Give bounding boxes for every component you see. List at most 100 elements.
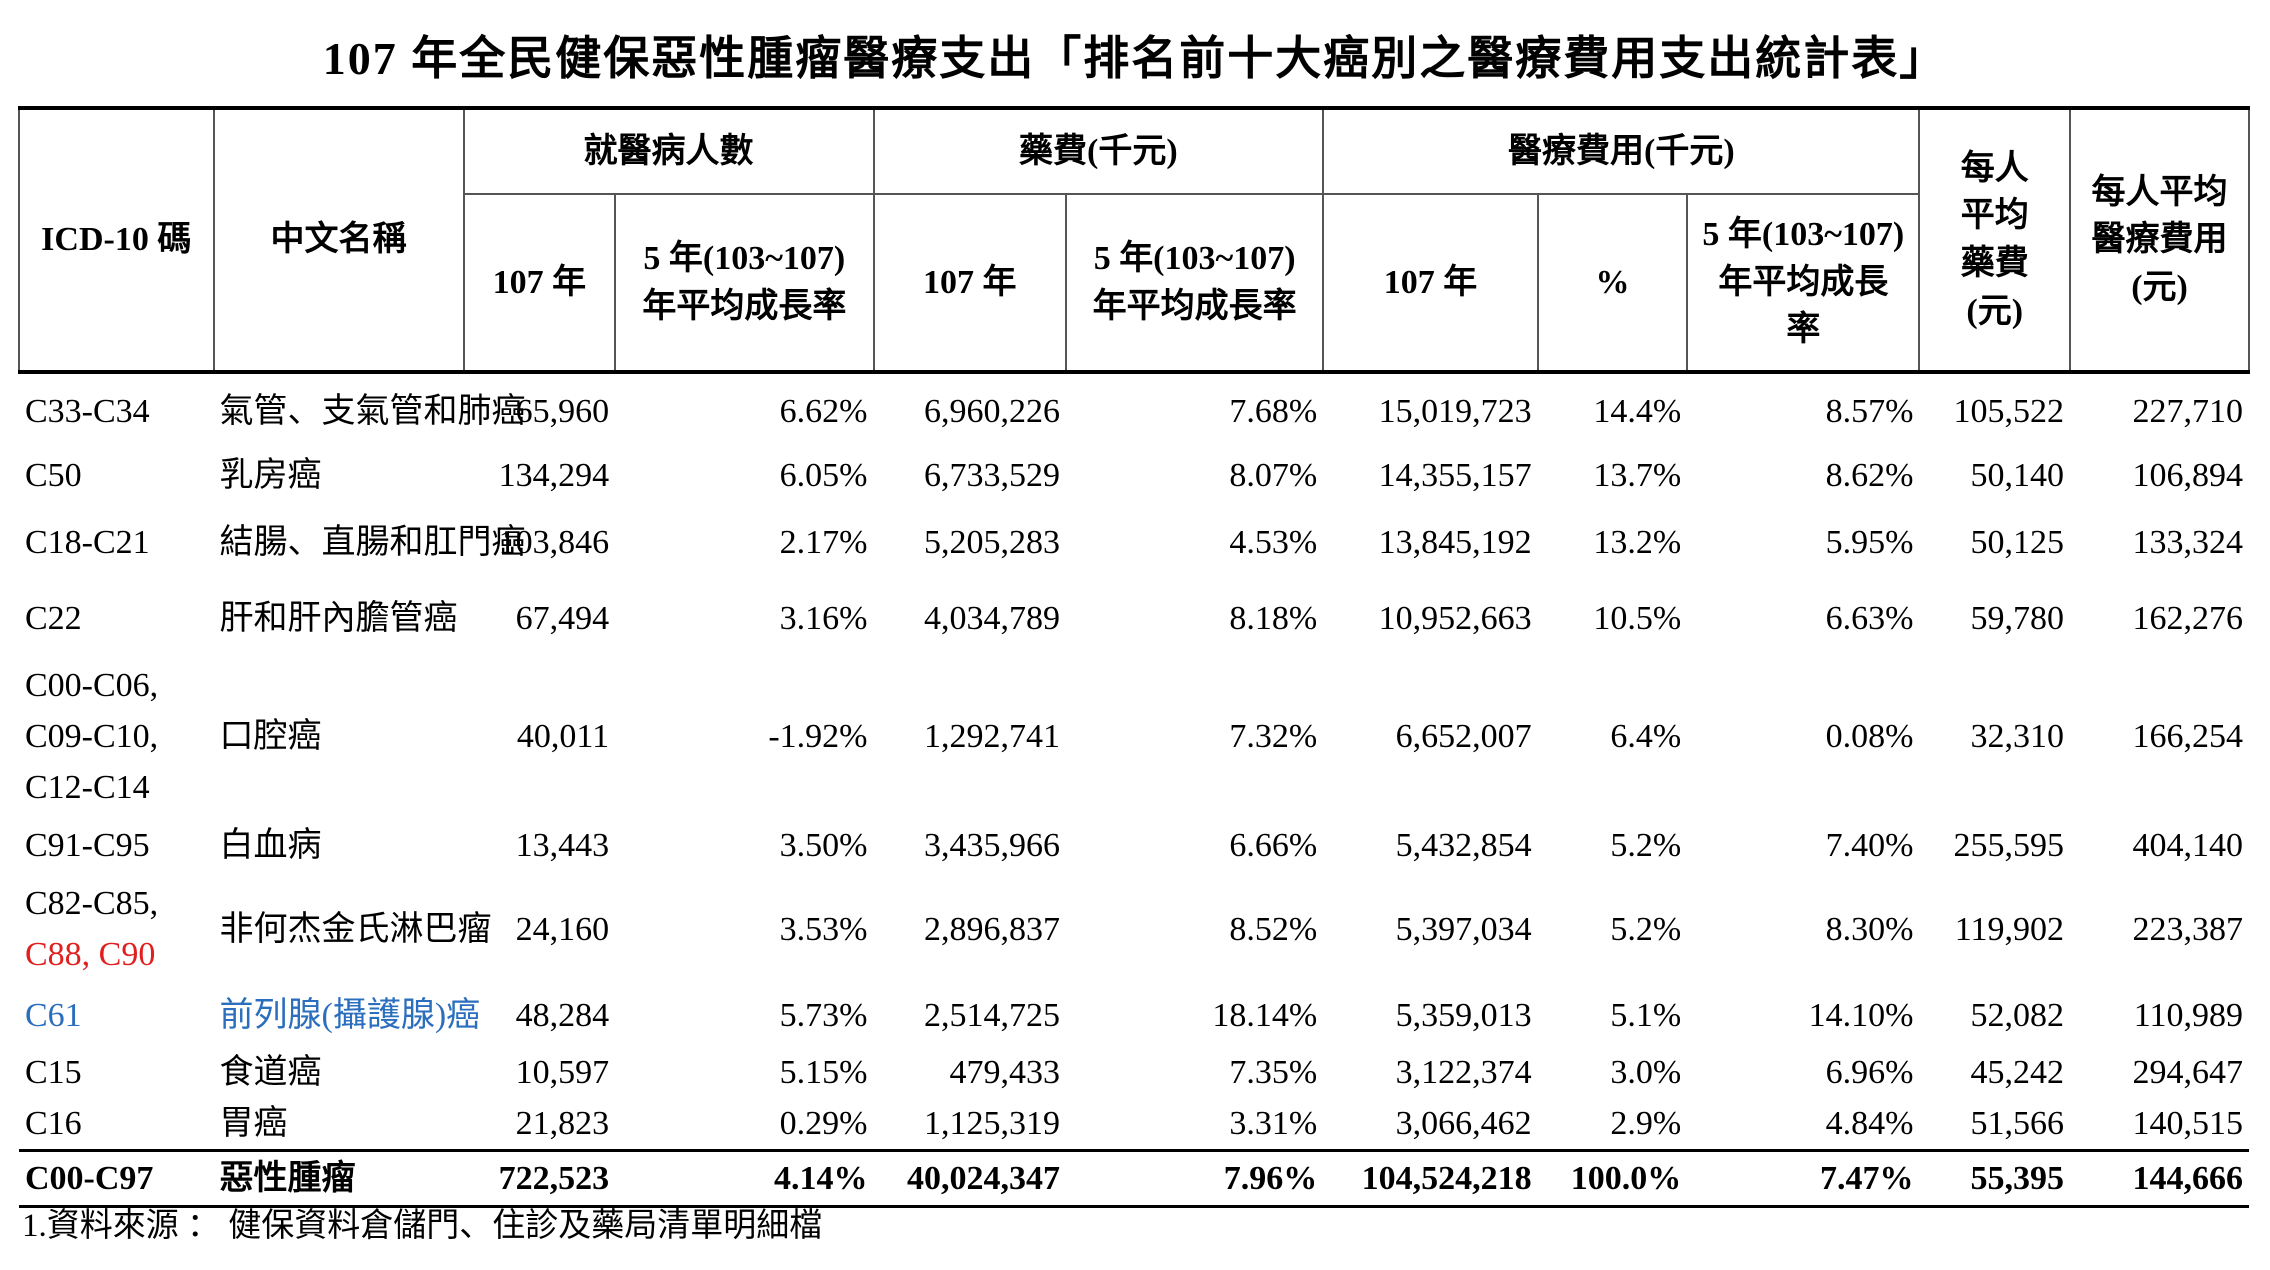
header-row-2: 107 年 5 年(103~107) 年平均成長率 107 年 5 年(103~… <box>19 193 2249 374</box>
row-medical-growth: 6.96% <box>1825 1053 1914 1091</box>
row-pct: 5.2% <box>1610 910 1682 948</box>
row-medical: 5,359,013 <box>1395 996 1532 1034</box>
row-patients-growth: 6.62% <box>779 392 868 430</box>
row-drug-growth: 18.14% <box>1212 996 1318 1034</box>
row-per-drug: 51,566 <box>1970 1105 2065 1142</box>
table-header: ICD-10 碼 中文名稱 就醫病人數 藥費(千元) 醫療費用(千元) 每人 平… <box>18 106 2250 374</box>
row-drug-growth: 4.53% <box>1229 523 1318 561</box>
row-per-medical: 227,710 <box>2132 392 2244 430</box>
row-patients-growth: 3.16% <box>779 600 868 637</box>
table-row: C61 前列腺(攝護腺)癌 48,284 5.73% 2,514,725 18.… <box>19 984 2249 1046</box>
total-patients-growth: 4.14% <box>615 1149 874 1208</box>
row-pct: 6.4% <box>1610 717 1682 755</box>
row-patients-growth: 5.15% <box>779 1053 868 1091</box>
row-medical-growth: 8.30% <box>1825 910 1914 948</box>
row-medical: 3,122,374 <box>1395 1053 1532 1091</box>
table-body: C33-C34 氣管、支氣管和肺癌 65,960 6.62% 6,960,226… <box>19 372 2249 1208</box>
row-per-drug: 105,522 <box>1953 392 2065 430</box>
row-cancer-name: 乳房癌 <box>219 457 322 494</box>
medical-growth-header: 5 年(103~107) 年平均成長 率 <box>1686 193 1921 374</box>
row-per-medical: 162,276 <box>2132 600 2244 637</box>
drug-year-header: 107 年 <box>872 193 1067 374</box>
table-row: C82-C85, C88, C90 非何杰金氏淋巴瘤 24,160 3.53% … <box>19 874 2249 984</box>
row-icd-code: C61 <box>25 996 82 1034</box>
header-row-1: ICD-10 碼 中文名稱 就醫病人數 藥費(千元) 醫療費用(千元) 每人 平… <box>18 106 2250 374</box>
row-cancer-name: 肝和肝內膽管癌 <box>219 600 458 637</box>
row-drug-growth: 8.52% <box>1229 910 1318 948</box>
row-medical-growth: 8.57% <box>1825 392 1914 430</box>
row-drug: 479,433 <box>949 1053 1060 1091</box>
row-drug-growth: 3.31% <box>1229 1105 1318 1142</box>
row-medical: 14,355,157 <box>1378 457 1532 494</box>
row-patients-growth: -1.92% <box>768 717 868 755</box>
total-icd-code: C00-C97 <box>19 1149 214 1208</box>
row-per-medical: 166,254 <box>2132 717 2244 755</box>
row-per-drug: 50,125 <box>1970 523 2065 561</box>
row-medical: 13,845,192 <box>1378 523 1532 561</box>
row-per-medical: 106,894 <box>2132 457 2244 494</box>
row-medical-growth: 0.08% <box>1825 717 1914 755</box>
row-pct: 5.2% <box>1610 826 1682 864</box>
row-per-drug: 255,595 <box>1953 826 2065 864</box>
row-cancer-name: 食道癌 <box>219 1053 322 1091</box>
row-cancer-name: 氣管、支氣管和肺癌 <box>219 392 526 430</box>
source-note: 1.資料來源 ： 健保資料倉儲門、住診及藥局清單明細檔 <box>22 1208 823 1244</box>
row-medical-growth: 5.95% <box>1825 523 1914 561</box>
total-drug-growth: 7.96% <box>1065 1149 1324 1208</box>
row-icd-code: C33-C34 <box>25 392 150 430</box>
table-row: C33-C34 氣管、支氣管和肺癌 65,960 6.62% 6,960,226… <box>19 372 2249 448</box>
row-drug: 1,125,319 <box>923 1105 1060 1142</box>
row-patients: 10,597 <box>515 1053 610 1091</box>
name-header: 中文名稱 <box>212 106 465 374</box>
total-pct: 100.0% <box>1537 1149 1688 1208</box>
row-per-medical: 294,647 <box>2132 1053 2244 1091</box>
row-pct: 14.4% <box>1593 392 1682 430</box>
row-medical-growth: 8.62% <box>1825 457 1914 494</box>
row-drug-growth: 8.18% <box>1229 600 1318 637</box>
row-pct: 2.9% <box>1610 1105 1682 1142</box>
row-drug: 5,205,283 <box>923 523 1060 561</box>
row-medical-growth: 14.10% <box>1808 996 1914 1034</box>
row-cancer-name: 白血病 <box>219 826 322 864</box>
total-cancer-name: 惡性腫瘤 <box>213 1149 464 1208</box>
row-icd-code: C16 <box>25 1105 82 1142</box>
row-drug: 4,034,789 <box>923 600 1060 637</box>
table-row: C15 食道癌 10,597 5.15% 479,433 7.35% 3,122… <box>19 1046 2249 1098</box>
row-pct: 10.5% <box>1593 600 1682 637</box>
row-cancer-name: 結腸、直腸和肛門癌 <box>219 523 526 561</box>
row-patients-growth: 3.53% <box>779 910 868 948</box>
row-icd-code: C91-C95 <box>25 826 150 864</box>
table-row: C18-C21 結腸、直腸和肛門癌 103,846 2.17% 5,205,28… <box>19 503 2249 581</box>
row-medical: 5,397,034 <box>1395 910 1532 948</box>
table-row: C50 乳房癌 134,294 6.05% 6,733,529 8.07% 14… <box>19 448 2249 503</box>
row-per-medical: 133,324 <box>2132 523 2244 561</box>
row-medical-growth: 6.63% <box>1825 600 1914 637</box>
row-medical: 10,952,663 <box>1378 600 1532 637</box>
row-per-drug: 59,780 <box>1970 600 2065 637</box>
row-icd-code: C15 <box>25 1053 82 1091</box>
total-per-drug: 55,395 <box>1919 1149 2071 1208</box>
row-cancer-name: 口腔癌 <box>219 717 322 755</box>
row-medical: 5,432,854 <box>1395 826 1532 864</box>
row-per-medical: 223,387 <box>2132 910 2244 948</box>
drug-header: 藥費(千元) <box>872 106 1325 195</box>
total-patients: 722,523 <box>463 1149 616 1208</box>
row-drug: 3,435,966 <box>923 826 1060 864</box>
row-patients: 40,011 <box>516 717 610 755</box>
row-drug-growth: 8.07% <box>1229 457 1318 494</box>
row-icd-code: C50 <box>25 457 82 494</box>
row-drug: 6,960,226 <box>923 392 1060 430</box>
row-drug-growth: 7.32% <box>1229 717 1318 755</box>
row-medical-growth: 7.40% <box>1825 826 1914 864</box>
row-icd-code: C22 <box>25 600 82 637</box>
row-icd-code: C82-C85, C88, C90 <box>19 874 214 984</box>
medical-pct-header: % <box>1536 193 1689 374</box>
table-row: C00-C06, C09-C10, C12-C14 口腔癌 40,011 -1.… <box>19 656 2249 816</box>
row-cancer-name: 前列腺(攝護腺)癌 <box>219 996 481 1034</box>
row-icd-code: C00-C06, C09-C10, C12-C14 <box>25 666 159 806</box>
patients-year-header: 107 年 <box>462 193 617 374</box>
row-drug: 2,896,837 <box>923 910 1060 948</box>
row-drug: 1,292,741 <box>923 717 1060 755</box>
page-title: 107 年全民健保惡性腫瘤醫療支出「排名前十大癌別之醫療費用支出統計表」 <box>322 33 1948 84</box>
row-pct: 13.7% <box>1593 457 1682 494</box>
